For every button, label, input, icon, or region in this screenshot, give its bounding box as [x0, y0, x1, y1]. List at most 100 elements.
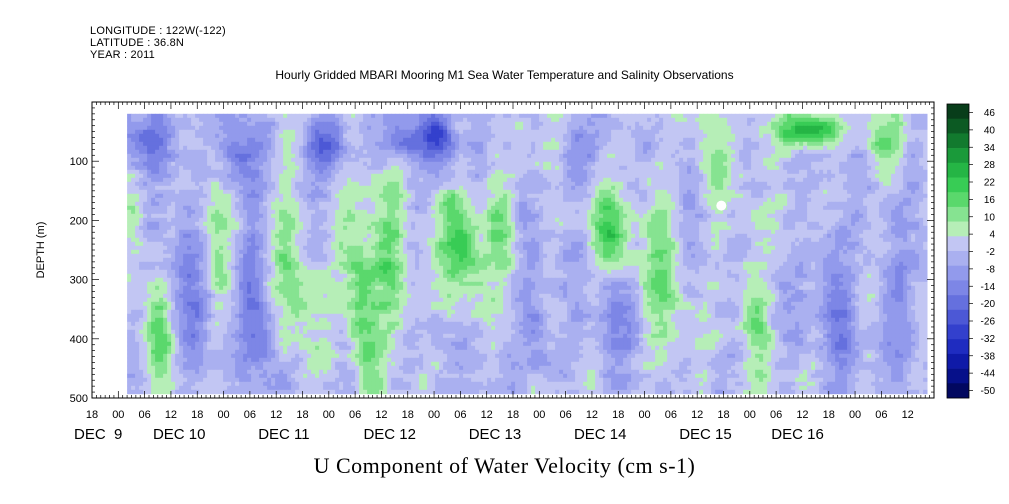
- velocity-cell: [583, 173, 588, 179]
- velocity-cell: [651, 113, 656, 119]
- velocity-cell: [159, 205, 164, 211]
- velocity-cell: [871, 177, 876, 183]
- velocity-cell: [167, 161, 172, 167]
- velocity-cell: [143, 133, 148, 139]
- velocity-cell: [631, 201, 636, 207]
- velocity-cell: [907, 197, 912, 203]
- velocity-cell: [567, 141, 572, 147]
- velocity-cell: [455, 157, 460, 163]
- velocity-cell: [203, 149, 208, 155]
- velocity-cell: [495, 133, 500, 139]
- velocity-cell: [127, 149, 132, 155]
- velocity-cell: [731, 197, 736, 203]
- velocity-cell: [479, 193, 484, 199]
- velocity-cell: [635, 137, 640, 143]
- velocity-cell: [483, 141, 488, 147]
- velocity-cell: [443, 117, 448, 123]
- velocity-cell: [127, 113, 132, 119]
- velocity-cell: [299, 189, 304, 195]
- velocity-cell: [163, 161, 168, 167]
- velocity-cell: [787, 197, 792, 203]
- velocity-cell: [323, 209, 328, 215]
- velocity-cell: [467, 169, 472, 175]
- velocity-cell: [759, 149, 764, 155]
- velocity-cell: [459, 133, 464, 139]
- velocity-cell: [355, 125, 360, 131]
- velocity-cell: [731, 181, 736, 187]
- velocity-cell: [331, 193, 336, 199]
- velocity-cell: [239, 201, 244, 207]
- velocity-cell: [795, 117, 800, 123]
- velocity-cell: [775, 209, 780, 215]
- velocity-cell: [275, 181, 280, 187]
- velocity-cell: [767, 205, 772, 211]
- velocity-cell: [555, 141, 560, 147]
- velocity-cell: [647, 177, 652, 183]
- velocity-cell: [139, 137, 144, 143]
- velocity-cell: [575, 113, 580, 119]
- velocity-cell: [815, 117, 820, 123]
- velocity-cell: [919, 145, 924, 151]
- velocity-cell: [263, 193, 268, 199]
- velocity-cell: [707, 153, 712, 159]
- velocity-cell: [767, 137, 772, 143]
- velocity-cell: [715, 189, 720, 195]
- velocity-cell: [323, 141, 328, 147]
- velocity-cell: [891, 201, 896, 207]
- velocity-cell: [227, 129, 232, 135]
- velocity-cell: [519, 189, 524, 195]
- velocity-cell: [755, 169, 760, 175]
- velocity-cell: [919, 201, 924, 207]
- velocity-cell: [307, 197, 312, 203]
- velocity-cell: [815, 205, 820, 211]
- velocity-cell: [499, 137, 504, 143]
- velocity-cell: [875, 185, 880, 191]
- velocity-cell: [839, 185, 844, 191]
- velocity-cell: [787, 177, 792, 183]
- velocity-cell: [407, 153, 412, 159]
- velocity-cell: [591, 173, 596, 179]
- velocity-cell: [615, 181, 620, 187]
- velocity-cell: [691, 165, 696, 171]
- velocity-cell: [863, 173, 868, 179]
- velocity-cell: [755, 205, 760, 211]
- velocity-cell: [783, 189, 788, 195]
- velocity-cell: [735, 173, 740, 179]
- velocity-cell: [251, 157, 256, 163]
- velocity-cell: [307, 133, 312, 139]
- velocity-cell: [131, 129, 136, 135]
- velocity-cell: [587, 141, 592, 147]
- velocity-cell: [159, 209, 164, 215]
- velocity-cell: [603, 153, 608, 159]
- velocity-cell: [551, 185, 556, 191]
- velocity-cell: [319, 197, 324, 203]
- velocity-cell: [743, 117, 748, 123]
- velocity-cell: [767, 133, 772, 139]
- velocity-cell: [343, 169, 348, 175]
- velocity-cell: [403, 165, 408, 171]
- velocity-cell: [259, 117, 264, 123]
- velocity-cell: [683, 137, 688, 143]
- velocity-cell: [363, 153, 368, 159]
- velocity-cell: [651, 197, 656, 203]
- velocity-cell: [751, 193, 756, 199]
- velocity-cell: [263, 113, 268, 119]
- velocity-cell: [151, 189, 156, 195]
- velocity-cell: [391, 177, 396, 183]
- velocity-cell: [167, 197, 172, 203]
- velocity-cell: [499, 157, 504, 163]
- velocity-cell: [471, 165, 476, 171]
- velocity-cell: [695, 181, 700, 187]
- velocity-cell: [351, 169, 356, 175]
- velocity-cell: [875, 193, 880, 199]
- velocity-cell: [363, 201, 368, 207]
- velocity-cell: [259, 133, 264, 139]
- velocity-cell: [435, 145, 440, 151]
- velocity-cell: [667, 177, 672, 183]
- velocity-cell: [759, 177, 764, 183]
- velocity-cell: [195, 137, 200, 143]
- velocity-cell: [603, 117, 608, 123]
- velocity-cell: [615, 173, 620, 179]
- velocity-cell: [547, 145, 552, 151]
- velocity-cell: [855, 197, 860, 203]
